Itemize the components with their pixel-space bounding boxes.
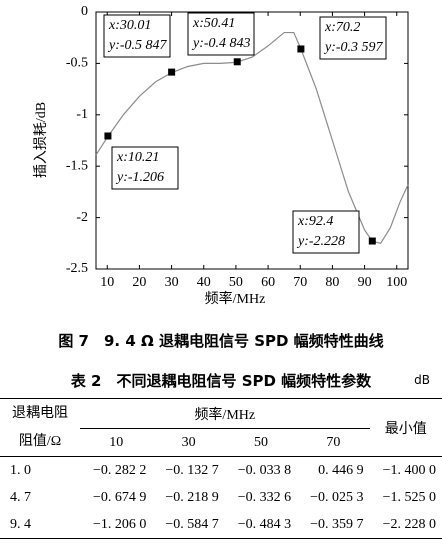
table-cell: −2. 228 0 — [382, 516, 436, 532]
y-tick-label: 0 — [81, 4, 88, 19]
figure-caption: 图 7 9. 4 Ω 退耦电阻信号 SPD 幅频特性曲线 — [58, 332, 384, 350]
x-tick-label: 20 — [132, 275, 146, 290]
row-header-line: 阻值/Ω — [18, 433, 62, 449]
curve — [95, 31, 409, 244]
table-row: 4. 7 −0. 674 9 −0. 218 9 −0. 332 6 −0. 025 3… — [0, 484, 442, 511]
datatip-y: y:-2.228 — [296, 234, 345, 249]
x-axis-label: 频率/MHz — [205, 290, 266, 307]
table-cell: −0. 025 3 — [310, 489, 364, 505]
datatip-x: x:30.01 — [108, 18, 151, 33]
table-cell: −1. 525 0 — [382, 489, 436, 505]
x-tick-label: 90 — [358, 275, 372, 290]
group-header: 频率/MHz — [80, 398, 370, 429]
table-row: 9. 4 −1. 206 0 −0. 584 7 −0. 484 3 −0. 359 7… — [0, 511, 442, 539]
table-cell: 1. 0 — [10, 462, 31, 478]
table-cell: −0. 282 2 — [92, 462, 147, 478]
datatip-marker — [368, 237, 376, 245]
plot-frame — [95, 11, 409, 270]
datatip-box — [292, 210, 360, 254]
table-cell: −1. 206 0 — [92, 516, 147, 532]
y-tick-label: -2 — [76, 210, 88, 225]
datatip-marker — [104, 132, 112, 140]
table-row: 1. 0 −0. 282 2 −0. 132 7 −0. 033 8 0. 446 9 −… — [0, 457, 442, 485]
table-cell: −1. 400 0 — [382, 462, 436, 478]
datatip-box — [103, 14, 171, 58]
datatip-y: y:-0.3 597 — [323, 40, 384, 55]
column-header: 30 — [181, 434, 196, 450]
y-tick-label: -2.5 — [66, 261, 88, 276]
x-tick-label: 100 — [386, 275, 407, 290]
datatip-marker — [233, 58, 241, 66]
datatip-y: y:-1.206 — [115, 170, 164, 185]
y-axis-label: 插入损耗/dB — [33, 102, 49, 178]
x-tick-label: 50 — [229, 275, 243, 290]
x-tick-label: 40 — [197, 275, 211, 290]
datatip-x: x:50.41 — [192, 16, 235, 31]
datatip-y: y:-0.4 843 — [191, 36, 251, 51]
y-tick-label: -1.5 — [66, 158, 88, 173]
datatip-x: x:10.21 — [116, 150, 159, 165]
table-cell: −0. 484 3 — [237, 516, 292, 532]
datatip-x: x:70.2 — [324, 20, 360, 35]
row-header-line: 退耦电阻 — [12, 405, 68, 421]
datatip-y: y:-0.5 847 — [107, 38, 168, 53]
datatip-box — [111, 146, 179, 190]
table-title: 表 2 不同退耦电阻信号 SPD 幅频特性参数 dB — [0, 370, 442, 391]
datatip-marker — [168, 68, 176, 76]
table-cell: −0. 674 9 — [92, 489, 147, 505]
x-tick-label: 70 — [293, 275, 307, 290]
table-cell: 0. 446 9 — [318, 462, 364, 478]
min-header: 最小值 — [384, 421, 427, 437]
datatip-box — [319, 16, 387, 60]
table-cell: −0. 033 8 — [237, 462, 292, 478]
column-header: 10 — [109, 434, 124, 450]
datatip-x: x:92.4 — [297, 214, 333, 229]
column-header: 50 — [253, 434, 268, 450]
table-cell: 9. 4 — [10, 516, 31, 532]
y-tick-label: -1 — [76, 107, 88, 122]
table-unit: dB — [414, 373, 430, 387]
data-table: 退耦电阻阻值/Ω 频率/MHz 最小值 10 30 50 70 1. 0 −0. 282… — [0, 398, 442, 539]
table-cell: 4. 7 — [10, 489, 31, 505]
table-cell: −0. 359 7 — [310, 516, 364, 532]
datatip-box — [187, 12, 255, 56]
table-cell: −0. 584 7 — [165, 516, 219, 532]
table-cell: −0. 218 9 — [165, 489, 219, 505]
x-tick-label: 80 — [325, 275, 339, 290]
x-tick-label: 30 — [165, 275, 179, 290]
table-cell: −0. 132 7 — [165, 462, 219, 478]
x-tick-label: 10 — [100, 275, 114, 290]
y-tick-label: -0.5 — [66, 56, 88, 71]
table-cell: −0. 332 6 — [237, 489, 292, 505]
chart: 频率/MHz 插入损耗/dB 10 20 30 40 50 60 70 80 90 100 0 -0.… — [33, 4, 409, 307]
x-tick-label: 60 — [261, 275, 275, 290]
column-header: 70 — [326, 434, 341, 450]
row-header: 退耦电阻阻值/Ω — [0, 399, 80, 457]
datatip-marker — [297, 45, 305, 53]
table-title-text: 表 2 不同退耦电阻信号 SPD 幅频特性参数 — [70, 372, 372, 390]
